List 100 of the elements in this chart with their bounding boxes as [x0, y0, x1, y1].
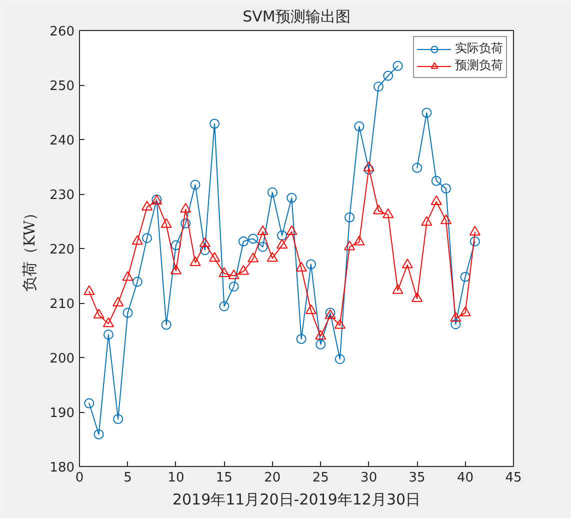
point — [218, 267, 230, 277]
y-tick-label: 230 — [50, 188, 75, 203]
y-tick-label: 250 — [50, 79, 75, 94]
x-tick-label: 15 — [216, 470, 232, 486]
point — [180, 202, 192, 213]
point — [113, 414, 124, 424]
point — [170, 240, 181, 250]
chart-title: SVM预测输出图 — [242, 8, 350, 26]
point — [228, 269, 240, 280]
point — [450, 312, 462, 322]
point — [354, 236, 365, 246]
point — [190, 256, 201, 266]
point — [460, 306, 471, 316]
point — [267, 187, 278, 198]
point — [266, 252, 278, 262]
point — [286, 192, 297, 203]
point — [170, 264, 182, 274]
point — [296, 262, 307, 272]
point — [354, 121, 364, 132]
x-tick-label: 0 — [75, 470, 84, 486]
x-tick-label: 40 — [457, 470, 474, 486]
y-tick-label: 240 — [50, 134, 75, 148]
point — [199, 237, 210, 247]
point — [286, 225, 298, 235]
point — [228, 282, 239, 292]
point — [248, 252, 259, 262]
point — [372, 204, 384, 214]
point — [200, 245, 210, 256]
point — [334, 354, 345, 364]
x-axis-title: 2019年11月20日-2019年12月30日 — [172, 490, 421, 508]
y-tick-label: 260 — [50, 24, 75, 40]
point — [392, 60, 403, 71]
point — [460, 272, 470, 282]
point — [142, 233, 152, 244]
point — [180, 218, 191, 228]
point — [103, 330, 114, 340]
y-tick-label: 190 — [50, 406, 75, 421]
x-tick-label: 45 — [505, 470, 522, 486]
point — [238, 236, 248, 246]
point — [383, 70, 394, 81]
point — [112, 296, 124, 306]
x-tick-label: 20 — [264, 470, 281, 486]
point — [94, 429, 104, 440]
point — [161, 320, 172, 330]
y-tick-label: 200 — [50, 352, 75, 366]
point — [469, 226, 480, 236]
point — [334, 319, 346, 329]
point — [382, 208, 394, 218]
point — [430, 195, 442, 206]
point — [84, 285, 95, 295]
point — [315, 330, 326, 340]
point — [257, 225, 268, 235]
point — [209, 252, 220, 262]
point — [440, 184, 451, 194]
y-tick-label: 220 — [50, 242, 75, 258]
point — [440, 214, 452, 224]
x-tick-label: 35 — [408, 470, 426, 486]
point — [306, 259, 316, 270]
x-tick-label: 25 — [312, 470, 329, 486]
point — [160, 218, 172, 228]
point — [248, 234, 258, 244]
point — [412, 162, 422, 173]
point — [412, 292, 423, 302]
x-tick-label: 30 — [360, 470, 378, 486]
point — [142, 200, 153, 210]
point — [422, 108, 432, 118]
point — [102, 317, 114, 328]
point — [296, 334, 306, 344]
x-tick-label: 10 — [168, 470, 184, 486]
point — [276, 238, 288, 249]
point — [277, 230, 288, 240]
point — [392, 284, 404, 294]
point — [122, 308, 133, 318]
legend-label: 实际负荷 — [455, 40, 503, 57]
point — [450, 319, 461, 330]
y-tick-label: 210 — [50, 297, 75, 312]
y-axis-title: 负荷（KW） — [20, 205, 39, 292]
point — [122, 271, 134, 281]
point — [344, 240, 356, 250]
point — [258, 242, 268, 252]
point — [344, 212, 355, 222]
point — [316, 339, 326, 350]
point — [210, 118, 220, 129]
x-tick-label: 5 — [124, 470, 132, 486]
point — [421, 216, 432, 226]
point — [431, 176, 442, 186]
point — [470, 236, 480, 246]
point — [219, 301, 230, 312]
point — [363, 162, 374, 172]
point — [84, 398, 94, 408]
point — [132, 276, 142, 287]
point — [402, 258, 413, 268]
legend-label: 预测负荷 — [455, 57, 503, 74]
point — [132, 235, 143, 245]
point — [190, 180, 200, 190]
point — [373, 82, 384, 92]
point — [364, 164, 374, 174]
point — [238, 265, 249, 275]
point — [305, 304, 316, 314]
y-tick-label: 180 — [50, 460, 75, 476]
